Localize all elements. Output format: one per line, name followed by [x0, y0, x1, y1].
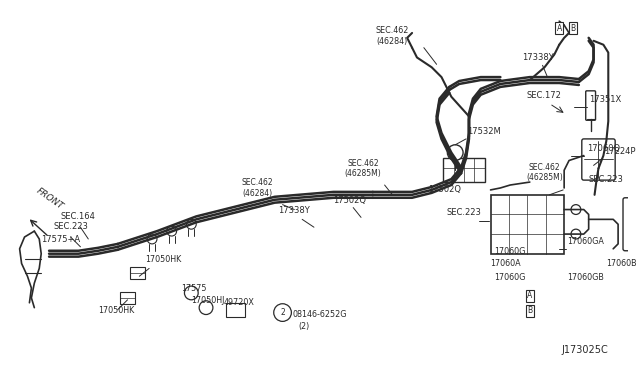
Circle shape [147, 234, 157, 244]
Text: SEC.223: SEC.223 [54, 222, 89, 231]
Text: 17502Q: 17502Q [333, 196, 366, 205]
Text: 17060GB: 17060GB [567, 273, 604, 282]
Circle shape [199, 301, 213, 315]
Text: 17351X: 17351X [589, 94, 621, 103]
Text: 17050HJ: 17050HJ [191, 296, 225, 305]
Text: 17060A: 17060A [490, 259, 521, 267]
Text: SEC.164: SEC.164 [61, 212, 96, 221]
Text: SEC.462
(46285M): SEC.462 (46285M) [344, 159, 381, 178]
Bar [444, 158, 484, 182]
Circle shape [167, 226, 177, 236]
FancyBboxPatch shape [623, 198, 640, 251]
Text: 17532M: 17532M [467, 127, 500, 136]
Circle shape [274, 304, 291, 321]
Text: 17050HK: 17050HK [98, 306, 134, 315]
Text: 17338Y: 17338Y [522, 53, 554, 62]
Bar [129, 267, 145, 279]
Text: SEC.462
(46285M): SEC.462 (46285M) [526, 163, 563, 182]
Circle shape [571, 205, 581, 214]
Text: SEC.223: SEC.223 [447, 208, 481, 217]
Text: 17060G: 17060G [495, 247, 526, 256]
Circle shape [447, 145, 463, 160]
Text: A: A [557, 23, 562, 32]
Text: SEC.172: SEC.172 [527, 91, 562, 100]
Circle shape [184, 286, 198, 300]
Text: 17338Y: 17338Y [278, 206, 310, 215]
Text: A: A [527, 291, 532, 300]
Bar [226, 303, 245, 317]
FancyBboxPatch shape [586, 91, 596, 120]
Text: B: B [527, 306, 532, 315]
Text: SEC.462
(46284): SEC.462 (46284) [241, 178, 273, 198]
Text: 17224P: 17224P [604, 147, 636, 155]
Text: 08146-6252G: 08146-6252G [292, 310, 347, 319]
Text: 17060GA: 17060GA [567, 237, 604, 246]
Circle shape [186, 219, 196, 229]
Text: 17060G: 17060G [495, 273, 526, 282]
Text: 17575: 17575 [182, 284, 207, 293]
Text: 2: 2 [280, 308, 285, 317]
Text: 17060B: 17060B [606, 259, 637, 267]
Circle shape [571, 229, 581, 239]
FancyBboxPatch shape [582, 139, 615, 180]
Bar [120, 292, 136, 304]
Text: 49720X: 49720X [224, 298, 255, 307]
Text: 17060Q: 17060Q [587, 144, 620, 153]
Text: 17050HK: 17050HK [145, 254, 182, 263]
Text: B: B [570, 23, 575, 32]
Text: J173025C: J173025C [561, 345, 608, 355]
Text: FRONT: FRONT [35, 186, 65, 212]
Text: (2): (2) [298, 323, 310, 331]
Text: 17502Q: 17502Q [428, 185, 461, 194]
Text: 17575+A: 17575+A [41, 235, 81, 244]
Bar [490, 195, 564, 254]
Text: SEC.462
(46284): SEC.462 (46284) [376, 26, 409, 46]
Text: SEC.223: SEC.223 [589, 175, 623, 184]
